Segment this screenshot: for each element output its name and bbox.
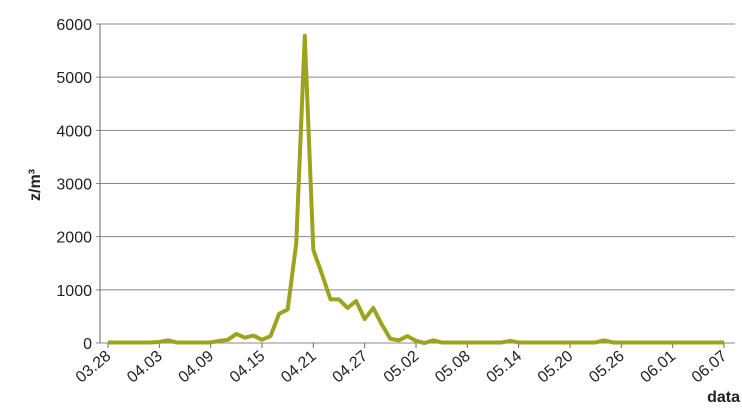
y-tick-label: 1000 xyxy=(56,283,92,300)
x-axis-label: data xyxy=(707,389,740,406)
x-tick-label: 03.28 xyxy=(73,348,115,387)
y-tick-label: 2000 xyxy=(56,230,92,247)
x-tick-label: 06.07 xyxy=(689,348,731,387)
x-tick-label: 04.09 xyxy=(175,348,217,387)
y-tick-label: 6000 xyxy=(56,17,92,34)
x-tick-label: 04.21 xyxy=(278,348,320,387)
x-tick-label: 04.03 xyxy=(124,348,166,387)
x-tick-label: 05.26 xyxy=(586,348,628,387)
y-tick-label: 4000 xyxy=(56,123,92,140)
x-tick-label: 05.08 xyxy=(432,348,474,387)
y-axis-label: z/m³ xyxy=(27,169,44,201)
x-tick-label: 06.01 xyxy=(637,348,679,387)
x-tick-label: 04.27 xyxy=(329,348,371,387)
x-tick-label: 04.15 xyxy=(227,348,269,387)
data-line xyxy=(108,33,724,345)
x-tick-label: 05.02 xyxy=(381,348,423,387)
x-tick-label: 05.14 xyxy=(483,348,525,387)
x-tick-label: 05.20 xyxy=(535,348,577,387)
y-tick-label: 3000 xyxy=(56,177,92,194)
y-tick-label: 0 xyxy=(83,336,92,353)
y-tick-label: 5000 xyxy=(56,70,92,87)
